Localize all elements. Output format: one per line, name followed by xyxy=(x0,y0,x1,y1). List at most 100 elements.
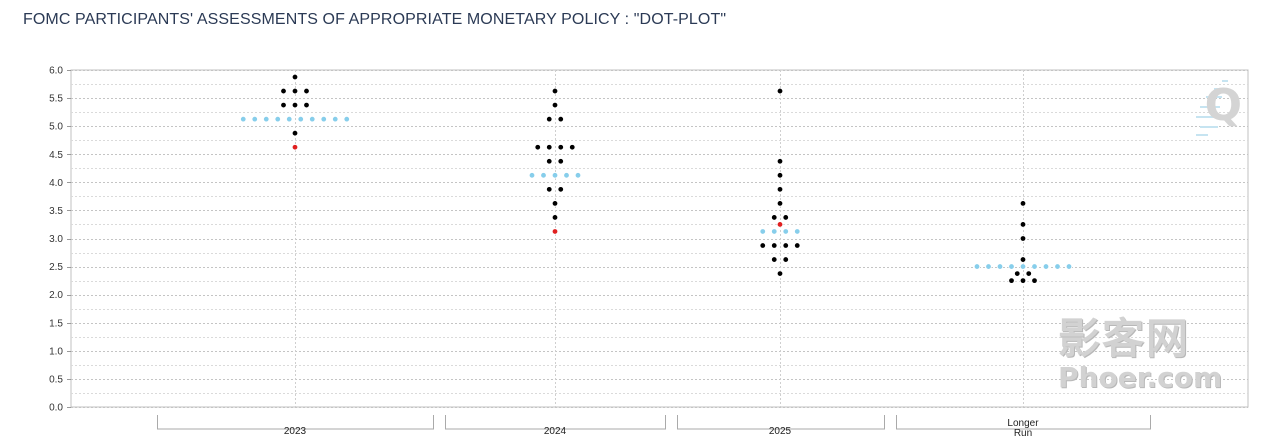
y-tick-label: 5.0 xyxy=(49,122,63,133)
median-dot xyxy=(343,115,350,123)
median-dot xyxy=(332,115,339,123)
participant-dot xyxy=(771,242,778,249)
participant-dot xyxy=(776,87,784,95)
y-tick-label: 1.0 xyxy=(49,346,63,357)
median-dot xyxy=(251,115,258,123)
median-dot xyxy=(1031,263,1038,270)
participant-dot xyxy=(1008,277,1015,284)
x-category-label: 2024 xyxy=(544,426,567,437)
participant-dot xyxy=(546,115,553,123)
category-bracket xyxy=(445,415,666,430)
participant-dot xyxy=(291,129,299,137)
category-bracket xyxy=(157,415,434,430)
median-dot xyxy=(528,172,536,179)
median-dot xyxy=(240,115,247,123)
participant-dot xyxy=(546,144,553,151)
participant-dot xyxy=(776,158,784,165)
participant-dot xyxy=(551,87,559,95)
participant-dot xyxy=(291,87,299,95)
participant-dot xyxy=(782,242,789,249)
median-dot xyxy=(274,115,281,123)
participant-dot xyxy=(1025,270,1032,277)
median-dot xyxy=(263,115,270,123)
y-tick-label: 4.5 xyxy=(49,150,63,161)
x-category-label: 2023 xyxy=(284,426,307,437)
participant-dot xyxy=(1019,256,1027,263)
median-dot xyxy=(996,263,1004,270)
median-dot xyxy=(297,115,304,123)
y-tick-label: 2.0 xyxy=(49,290,63,301)
participant-dot xyxy=(291,73,299,81)
participant-dot xyxy=(557,144,564,151)
participant-dot xyxy=(776,200,784,207)
median-dot xyxy=(1019,263,1027,270)
participant-dot xyxy=(1019,235,1027,242)
category-bracket xyxy=(677,415,885,430)
participant-dot xyxy=(1019,200,1027,207)
y-tick-label: 2.5 xyxy=(49,262,63,273)
median-dot xyxy=(794,228,801,235)
participant-dot xyxy=(280,87,287,95)
participant-dot xyxy=(1019,221,1027,228)
participant-dot xyxy=(782,256,789,263)
median-dot xyxy=(574,172,582,179)
participant-dot xyxy=(557,115,564,123)
y-tick-label: 3.5 xyxy=(49,206,63,217)
participant-dot xyxy=(557,158,564,165)
participant-dot xyxy=(557,186,564,193)
participant-dot xyxy=(551,200,559,207)
participant-dot xyxy=(546,186,553,193)
participant-dot xyxy=(759,242,766,249)
highlight-dot xyxy=(291,144,299,151)
participant-dot xyxy=(291,101,299,109)
median-dot xyxy=(973,263,981,270)
participant-dot xyxy=(794,242,801,249)
median-dot xyxy=(551,172,559,179)
y-tick-label: 6.0 xyxy=(49,66,63,77)
participant-dot xyxy=(534,144,541,151)
participant-dot xyxy=(771,214,778,221)
median-dot xyxy=(759,228,766,235)
participant-dot xyxy=(776,186,784,193)
median-dot xyxy=(286,115,293,123)
y-tick-label: 0.5 xyxy=(49,374,63,385)
median-dot xyxy=(985,263,992,270)
participant-dot xyxy=(303,87,310,95)
participant-dot xyxy=(569,144,576,151)
y-tick-label: 4.0 xyxy=(49,178,63,189)
median-dot xyxy=(782,228,789,235)
participant-dot xyxy=(551,214,559,221)
participant-dot xyxy=(1014,270,1021,277)
chart-title: FOMC PARTICIPANTS' ASSESSMENTS OF APPROP… xyxy=(23,11,727,28)
x-category-label: 2025 xyxy=(769,426,792,437)
participant-dot xyxy=(303,101,310,109)
median-dot xyxy=(771,228,778,235)
median-dot xyxy=(563,172,570,179)
y-tick-label: 1.5 xyxy=(49,318,63,329)
participant-dot xyxy=(280,101,287,109)
highlight-dot xyxy=(551,228,559,235)
participant-dot xyxy=(776,172,784,179)
participant-dot xyxy=(776,270,784,277)
median-dot xyxy=(1065,263,1073,270)
median-dot xyxy=(1054,263,1061,270)
participant-dot xyxy=(771,256,778,263)
median-dot xyxy=(540,172,547,179)
participant-dot xyxy=(546,158,553,165)
x-category-label: Run xyxy=(1014,428,1032,439)
y-tick-label: 3.0 xyxy=(49,234,63,245)
q-logo-watermark: Q xyxy=(1196,76,1248,146)
highlight-dot xyxy=(776,221,784,228)
participant-dot xyxy=(1019,277,1027,284)
participant-dot xyxy=(1031,277,1038,284)
site-watermark: 影客网 Phoer.com xyxy=(1058,318,1228,400)
median-dot xyxy=(1042,263,1050,270)
watermark-chinese-text: 影客网 xyxy=(1058,314,1191,363)
y-tick-label: 0.0 xyxy=(49,403,63,414)
x-category-label: Longer xyxy=(1007,418,1039,429)
participant-dot xyxy=(782,214,789,221)
median-dot xyxy=(320,115,327,123)
watermark-url-text: Phoer.com xyxy=(1058,361,1223,394)
category-bracket xyxy=(896,415,1151,430)
